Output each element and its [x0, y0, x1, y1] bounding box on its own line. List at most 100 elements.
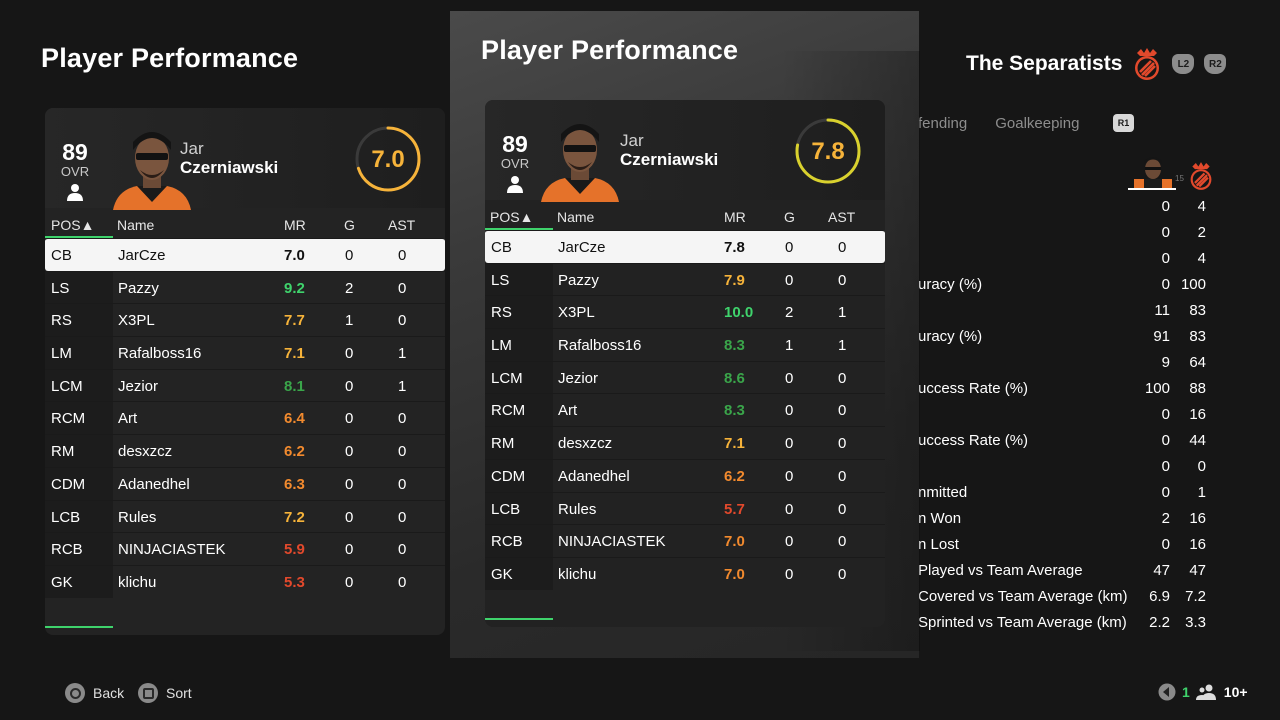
- cell-ast: 1: [838, 337, 847, 355]
- back-button[interactable]: Back: [65, 683, 124, 703]
- cell-mr: 6.2: [724, 467, 745, 485]
- col-mr[interactable]: MR: [284, 217, 306, 233]
- table-row[interactable]: RCB NINJACIASTEK 7.0 0 0: [485, 524, 885, 557]
- person-icon: [507, 176, 523, 193]
- table-row[interactable]: LCM Jezior 8.1 0 1: [45, 368, 445, 402]
- table-row[interactable]: RS X3PL 10.0 2 1: [485, 295, 885, 329]
- cell-name: Art: [558, 402, 578, 420]
- pos-cell-bg: [45, 337, 113, 369]
- cell-pos: LS: [51, 279, 70, 297]
- scroll-indicator: [485, 618, 553, 620]
- cell-ast: 0: [398, 247, 407, 264]
- pos-cell-bg: [485, 492, 553, 525]
- cell-mr: 6.4: [284, 410, 305, 428]
- cell-pos: GK: [491, 565, 513, 583]
- cell-ast: 0: [838, 467, 847, 485]
- cell-ast: 0: [838, 500, 847, 518]
- cell-g: 0: [785, 565, 794, 583]
- col-g[interactable]: G: [784, 209, 795, 225]
- col-ast[interactable]: AST: [828, 209, 856, 225]
- cell-ast: 1: [398, 377, 407, 395]
- pos-cell-bg: [45, 565, 113, 598]
- stat-label: Played vs Team Average: [918, 562, 1083, 579]
- table-row[interactable]: LCB Rules 5.7 0 0: [485, 491, 885, 525]
- table-header: POS▲ Name MR G AST: [45, 212, 445, 238]
- pos-cell-bg: [45, 533, 113, 565]
- table-row[interactable]: LM Rafalboss16 7.1 0 1: [45, 336, 445, 369]
- r1-button[interactable]: R1: [1113, 114, 1134, 132]
- center-performance-card: 89 OVR Jar Czerniawski 7.8: [485, 100, 885, 627]
- cell-name: Adanedhel: [558, 467, 630, 485]
- stat-team-value: 83: [1189, 302, 1206, 319]
- stat-team-value: 16: [1189, 510, 1206, 527]
- l2-button[interactable]: L2: [1172, 54, 1195, 74]
- table-header: POS▲ Name MR G AST: [485, 204, 885, 230]
- table-row[interactable]: RCB NINJACIASTEK 5.9 0 0: [45, 532, 445, 565]
- cell-mr: 5.9: [284, 541, 305, 559]
- table-row[interactable]: CB JarCze 7.0 0 0: [45, 238, 445, 271]
- table-row[interactable]: RM desxzcz 7.1 0 0: [485, 426, 885, 459]
- table-row[interactable]: CDM Adanedhel 6.3 0 0: [45, 466, 445, 500]
- sort-button[interactable]: Sort: [138, 683, 192, 703]
- table-row[interactable]: CB JarCze 7.8 0 0: [485, 230, 885, 263]
- cell-ast: 0: [838, 435, 847, 453]
- cell-ast: 0: [398, 410, 407, 428]
- player-portrait-icon: [113, 132, 191, 210]
- table-row[interactable]: LCM Jezior 8.6 0 0: [485, 360, 885, 394]
- cell-name: Pazzy: [118, 279, 159, 297]
- pos-cell-bg: [45, 271, 113, 304]
- stat-label: Sprinted vs Team Average (km): [918, 614, 1127, 631]
- cell-g: 0: [345, 541, 354, 559]
- col-g[interactable]: G: [344, 217, 355, 233]
- col-mr[interactable]: MR: [724, 209, 746, 225]
- col-pos[interactable]: POS▲: [490, 209, 534, 225]
- stat-team-value: 2: [1197, 224, 1206, 241]
- cell-ast: 0: [398, 541, 407, 559]
- table-row[interactable]: CDM Adanedhel 6.2 0 0: [485, 458, 885, 492]
- stat-row: uracy (%) 91 83: [918, 324, 1218, 350]
- stat-player-value: 100: [1144, 380, 1170, 397]
- table-row[interactable]: LS Pazzy 9.2 2 0: [45, 270, 445, 304]
- table-row[interactable]: LS Pazzy 7.9 0 0: [485, 262, 885, 296]
- pos-cell-bg: [45, 500, 113, 533]
- table-row[interactable]: GK klichu 5.3 0 0: [45, 564, 445, 598]
- table-row[interactable]: RS X3PL 7.7 1 0: [45, 303, 445, 337]
- page-number: 1: [1182, 684, 1190, 700]
- cell-pos: LM: [51, 345, 72, 363]
- cell-g: 0: [785, 435, 794, 453]
- col-name[interactable]: Name: [557, 209, 595, 225]
- col-ast[interactable]: AST: [388, 217, 416, 233]
- col-pos[interactable]: POS▲: [51, 217, 95, 233]
- cell-ast: 0: [838, 402, 847, 420]
- cell-pos: RS: [491, 304, 512, 322]
- cell-name: JarCze: [118, 247, 166, 264]
- cell-name: klichu: [118, 573, 157, 591]
- r2-button[interactable]: R2: [1204, 54, 1227, 74]
- cell-name: NINJACIASTEK: [558, 533, 666, 551]
- pos-cell-bg: [45, 402, 113, 435]
- tab-defending[interactable]: fending: [918, 115, 968, 132]
- team-header: The Separatists L2 R2: [966, 48, 1227, 80]
- cell-name: Art: [118, 410, 138, 428]
- cell-name: desxzcz: [558, 435, 613, 453]
- table-row[interactable]: GK klichu 7.0 0 0: [485, 556, 885, 590]
- pos-cell-bg: [485, 296, 553, 329]
- table-row[interactable]: RCM Art 6.4 0 0: [45, 401, 445, 435]
- stat-row: 9 64: [918, 350, 1218, 376]
- stat-label: Covered vs Team Average (km): [918, 588, 1128, 605]
- tab-goalkeeping[interactable]: Goalkeeping: [995, 115, 1080, 132]
- stat-row: uracy (%) 0 100: [918, 272, 1218, 298]
- stat-label: uccess Rate (%): [918, 432, 1029, 449]
- table-row[interactable]: RCM Art 8.3 0 0: [485, 393, 885, 427]
- player-first-name: Jar: [620, 131, 644, 150]
- table-row[interactable]: LM Rafalboss16 8.3 1 1: [485, 328, 885, 361]
- col-name[interactable]: Name: [117, 217, 155, 233]
- table-row[interactable]: LCB Rules 7.2 0 0: [45, 499, 445, 533]
- cell-ast: 0: [398, 573, 407, 591]
- stat-label: uracy (%): [918, 276, 983, 293]
- pos-cell-bg: [485, 361, 553, 394]
- cell-name: desxzcz: [118, 443, 173, 461]
- table-row[interactable]: RM desxzcz 6.2 0 0: [45, 434, 445, 467]
